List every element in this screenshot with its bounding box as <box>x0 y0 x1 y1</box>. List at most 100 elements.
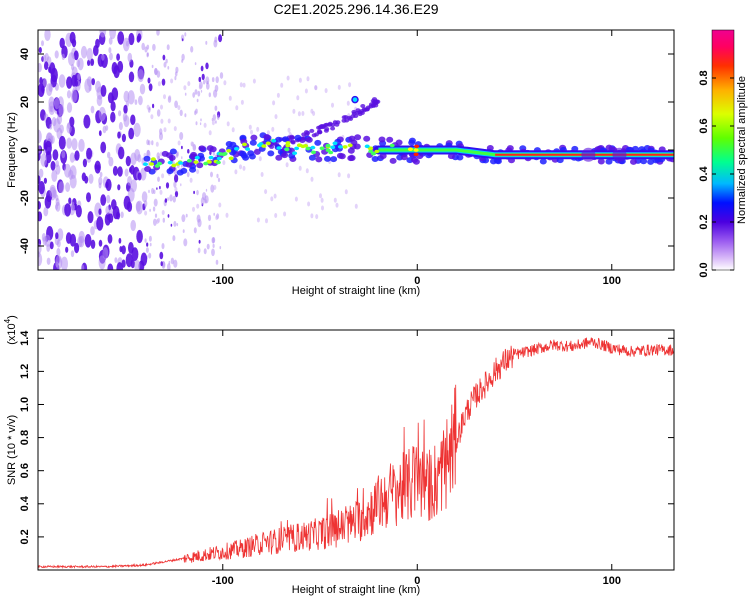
snr-ticks: -100 0 100 0.2 0.4 0.6 0.8 1.0 1.2 1.4 <box>19 330 674 587</box>
noise-blob <box>130 152 137 166</box>
noise-blob <box>315 214 319 220</box>
noise-blob <box>38 168 44 178</box>
ridge-branch <box>368 104 374 109</box>
noise-blob <box>211 77 215 83</box>
noise-blob <box>324 88 328 94</box>
noise-blob <box>163 94 166 100</box>
colorbar-tick-label: 0.2 <box>698 214 710 229</box>
ridge-spot <box>234 147 239 151</box>
ridge-blob <box>225 141 233 147</box>
noise-blob <box>65 182 71 193</box>
ridge-blob <box>308 154 316 161</box>
noise-blob <box>152 103 155 109</box>
noise-blob <box>137 172 142 181</box>
noise-blob <box>74 80 79 87</box>
y-tick-label: 1.4 <box>19 330 31 346</box>
noise-blob <box>147 140 151 146</box>
y-tick-label: 0.6 <box>19 463 31 478</box>
noise-blob <box>183 238 188 247</box>
noise-blob <box>197 247 201 254</box>
ridge-spot <box>413 152 419 157</box>
colorbar-tick-label: 0.4 <box>698 165 710 181</box>
noise-blob <box>70 89 78 103</box>
noise-blob <box>157 81 161 87</box>
noise-blob <box>99 30 107 38</box>
noise-blob <box>64 203 71 217</box>
snr-plot-area <box>38 330 674 570</box>
noise-blob <box>211 120 215 126</box>
ridge-branch <box>311 133 317 138</box>
noise-blob <box>179 132 184 140</box>
ridge-branch <box>344 118 350 123</box>
ridge-branch <box>305 131 311 135</box>
noise-blob <box>215 120 217 124</box>
noise-blob <box>214 84 219 92</box>
noise-blob <box>216 173 219 179</box>
noise-blob <box>208 92 211 98</box>
noise-blob <box>240 99 244 105</box>
noise-blob <box>167 263 171 270</box>
ridge-blob <box>305 136 313 143</box>
noise-blob <box>331 102 334 108</box>
noise-blob <box>78 230 85 244</box>
noise-blob <box>49 241 54 250</box>
colorbar-tick-label: 0.8 <box>698 70 710 85</box>
noise-blob <box>239 164 242 170</box>
ridge-blob <box>250 134 258 141</box>
ridge-branch <box>343 115 349 120</box>
noise-blob <box>71 138 78 151</box>
noise-blob <box>148 189 150 194</box>
noise-blob <box>84 234 92 248</box>
noise-blob <box>200 118 202 122</box>
noise-blob <box>252 78 256 84</box>
noise-blob <box>208 224 211 230</box>
noise-blob <box>346 100 350 106</box>
noise-blob <box>283 211 287 217</box>
noise-blob <box>75 205 82 218</box>
ridge-branch <box>290 139 296 144</box>
ridge-blob <box>249 139 257 146</box>
noise-blob <box>272 100 276 106</box>
noise-blob <box>173 220 177 227</box>
noise-blob <box>69 152 75 163</box>
ridge-blob <box>605 158 613 165</box>
noise-blob <box>184 92 187 96</box>
noise-blob <box>56 248 61 256</box>
noise-blob <box>179 109 183 117</box>
noise-blob <box>105 178 112 191</box>
ridge-blob <box>314 139 322 146</box>
noise-blob <box>159 151 163 157</box>
ridge-spot <box>292 151 298 155</box>
noise-blob <box>260 172 264 177</box>
noise-blob <box>82 158 87 168</box>
noise-blob <box>248 124 252 130</box>
noise-blob <box>320 197 324 203</box>
noise-blob <box>347 173 351 179</box>
colorbar: 0.0 0.2 0.4 0.6 0.8 Normalized spectral ampl… <box>698 29 748 278</box>
noise-blob <box>271 126 275 132</box>
y-tick-label: 1.2 <box>19 364 31 379</box>
spectrogram-data <box>38 30 674 270</box>
noise-blob <box>80 264 85 270</box>
ridge-spot <box>222 152 228 156</box>
noise-blob <box>164 198 168 203</box>
noise-blob <box>206 82 210 90</box>
ridge-spot <box>203 161 209 166</box>
x-tick-label: 0 <box>414 275 420 287</box>
noise-blob <box>174 186 178 192</box>
noise-blob <box>123 104 128 114</box>
noise-blob <box>286 75 290 81</box>
noise-blob <box>119 246 123 253</box>
ridge-blob <box>338 153 346 160</box>
noise-blob <box>102 247 109 260</box>
ridge-blob <box>275 136 282 143</box>
noise-blob <box>42 78 48 87</box>
noise-blob <box>162 217 165 223</box>
ridge-spot <box>371 151 376 156</box>
ridge-blob <box>371 156 379 162</box>
ridge-spot <box>208 155 214 160</box>
noise-blob <box>181 156 183 160</box>
noise-blob <box>173 126 177 132</box>
noise-blob <box>204 195 209 204</box>
noise-blob <box>167 214 170 218</box>
